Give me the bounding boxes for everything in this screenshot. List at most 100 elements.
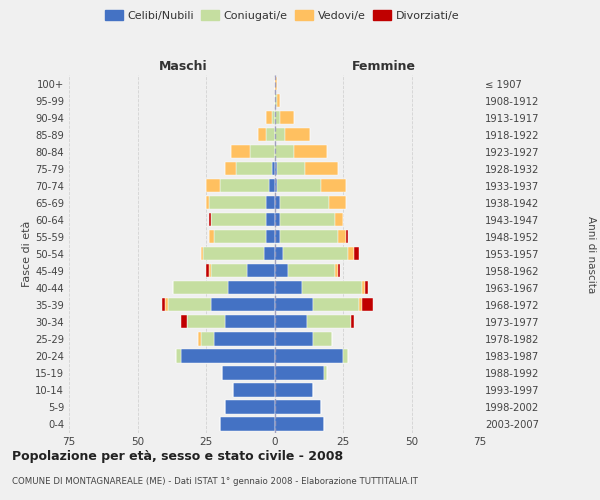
Bar xyxy=(206,179,220,192)
Bar xyxy=(214,230,266,243)
Bar xyxy=(277,179,321,192)
Bar xyxy=(280,196,329,209)
Bar xyxy=(266,213,275,226)
Bar xyxy=(275,128,286,141)
Bar xyxy=(275,77,277,90)
Bar xyxy=(200,332,214,345)
Bar xyxy=(275,315,307,328)
Bar xyxy=(263,247,275,260)
Bar xyxy=(236,162,272,175)
Bar xyxy=(288,264,335,278)
Bar xyxy=(329,196,346,209)
Bar xyxy=(209,196,266,209)
Bar xyxy=(211,264,247,278)
Bar xyxy=(275,298,313,312)
Bar xyxy=(230,145,250,158)
Bar xyxy=(167,298,211,312)
Bar xyxy=(198,332,200,345)
Bar xyxy=(206,264,209,278)
Bar xyxy=(313,332,332,345)
Bar xyxy=(187,315,225,328)
Bar xyxy=(275,179,277,192)
Bar xyxy=(365,281,368,294)
Bar xyxy=(266,196,275,209)
Bar xyxy=(283,247,349,260)
Bar xyxy=(173,281,228,294)
Y-axis label: Fasce di età: Fasce di età xyxy=(22,220,32,287)
Bar xyxy=(275,264,288,278)
Bar xyxy=(162,298,165,312)
Bar xyxy=(247,264,275,278)
Bar xyxy=(275,350,343,362)
Bar xyxy=(214,332,275,345)
Bar xyxy=(321,179,346,192)
Bar xyxy=(280,213,335,226)
Bar xyxy=(275,145,293,158)
Bar xyxy=(209,213,211,226)
Bar xyxy=(209,264,211,278)
Bar xyxy=(176,350,181,362)
Bar xyxy=(275,213,280,226)
Bar xyxy=(209,230,214,243)
Bar xyxy=(228,281,275,294)
Bar xyxy=(280,230,338,243)
Text: Maschi: Maschi xyxy=(158,60,208,72)
Bar xyxy=(305,162,338,175)
Bar xyxy=(211,213,266,226)
Bar xyxy=(302,281,362,294)
Bar xyxy=(225,400,275,413)
Bar xyxy=(203,247,263,260)
Bar xyxy=(362,281,365,294)
Bar xyxy=(343,350,349,362)
Bar xyxy=(220,179,269,192)
Bar xyxy=(362,298,373,312)
Bar xyxy=(275,366,324,380)
Bar xyxy=(181,350,275,362)
Bar xyxy=(272,162,275,175)
Bar xyxy=(307,315,351,328)
Bar xyxy=(275,384,313,396)
Text: Anni di nascita: Anni di nascita xyxy=(586,216,596,294)
Bar xyxy=(354,247,359,260)
Bar xyxy=(275,281,302,294)
Bar xyxy=(206,196,209,209)
Bar xyxy=(258,128,266,141)
Bar xyxy=(200,247,203,260)
Bar xyxy=(165,298,167,312)
Bar xyxy=(351,315,354,328)
Bar xyxy=(346,230,349,243)
Text: COMUNE DI MONTAGNAREALE (ME) - Dati ISTAT 1° gennaio 2008 - Elaborazione TUTTITA: COMUNE DI MONTAGNAREALE (ME) - Dati ISTA… xyxy=(12,478,418,486)
Bar xyxy=(266,128,275,141)
Bar xyxy=(266,230,275,243)
Bar xyxy=(269,179,275,192)
Bar xyxy=(338,264,340,278)
Bar xyxy=(275,111,280,124)
Bar xyxy=(277,94,280,107)
Bar xyxy=(313,298,359,312)
Bar xyxy=(359,298,362,312)
Bar xyxy=(275,230,280,243)
Bar xyxy=(225,315,275,328)
Bar xyxy=(338,230,346,243)
Bar xyxy=(335,213,343,226)
Bar xyxy=(266,111,272,124)
Bar xyxy=(211,298,275,312)
Text: Femmine: Femmine xyxy=(352,60,416,72)
Bar xyxy=(275,162,277,175)
Bar xyxy=(223,366,275,380)
Bar xyxy=(293,145,326,158)
Bar xyxy=(275,418,324,430)
Bar xyxy=(275,247,283,260)
Bar xyxy=(220,418,275,430)
Legend: Celibi/Nubili, Coniugati/e, Vedovi/e, Divorziati/e: Celibi/Nubili, Coniugati/e, Vedovi/e, Di… xyxy=(100,6,464,25)
Bar xyxy=(181,315,187,328)
Bar xyxy=(335,264,338,278)
Bar xyxy=(277,162,305,175)
Bar xyxy=(275,332,313,345)
Bar xyxy=(272,111,275,124)
Bar xyxy=(286,128,310,141)
Bar xyxy=(225,162,236,175)
Bar xyxy=(275,94,277,107)
Bar xyxy=(233,384,275,396)
Bar xyxy=(280,111,293,124)
